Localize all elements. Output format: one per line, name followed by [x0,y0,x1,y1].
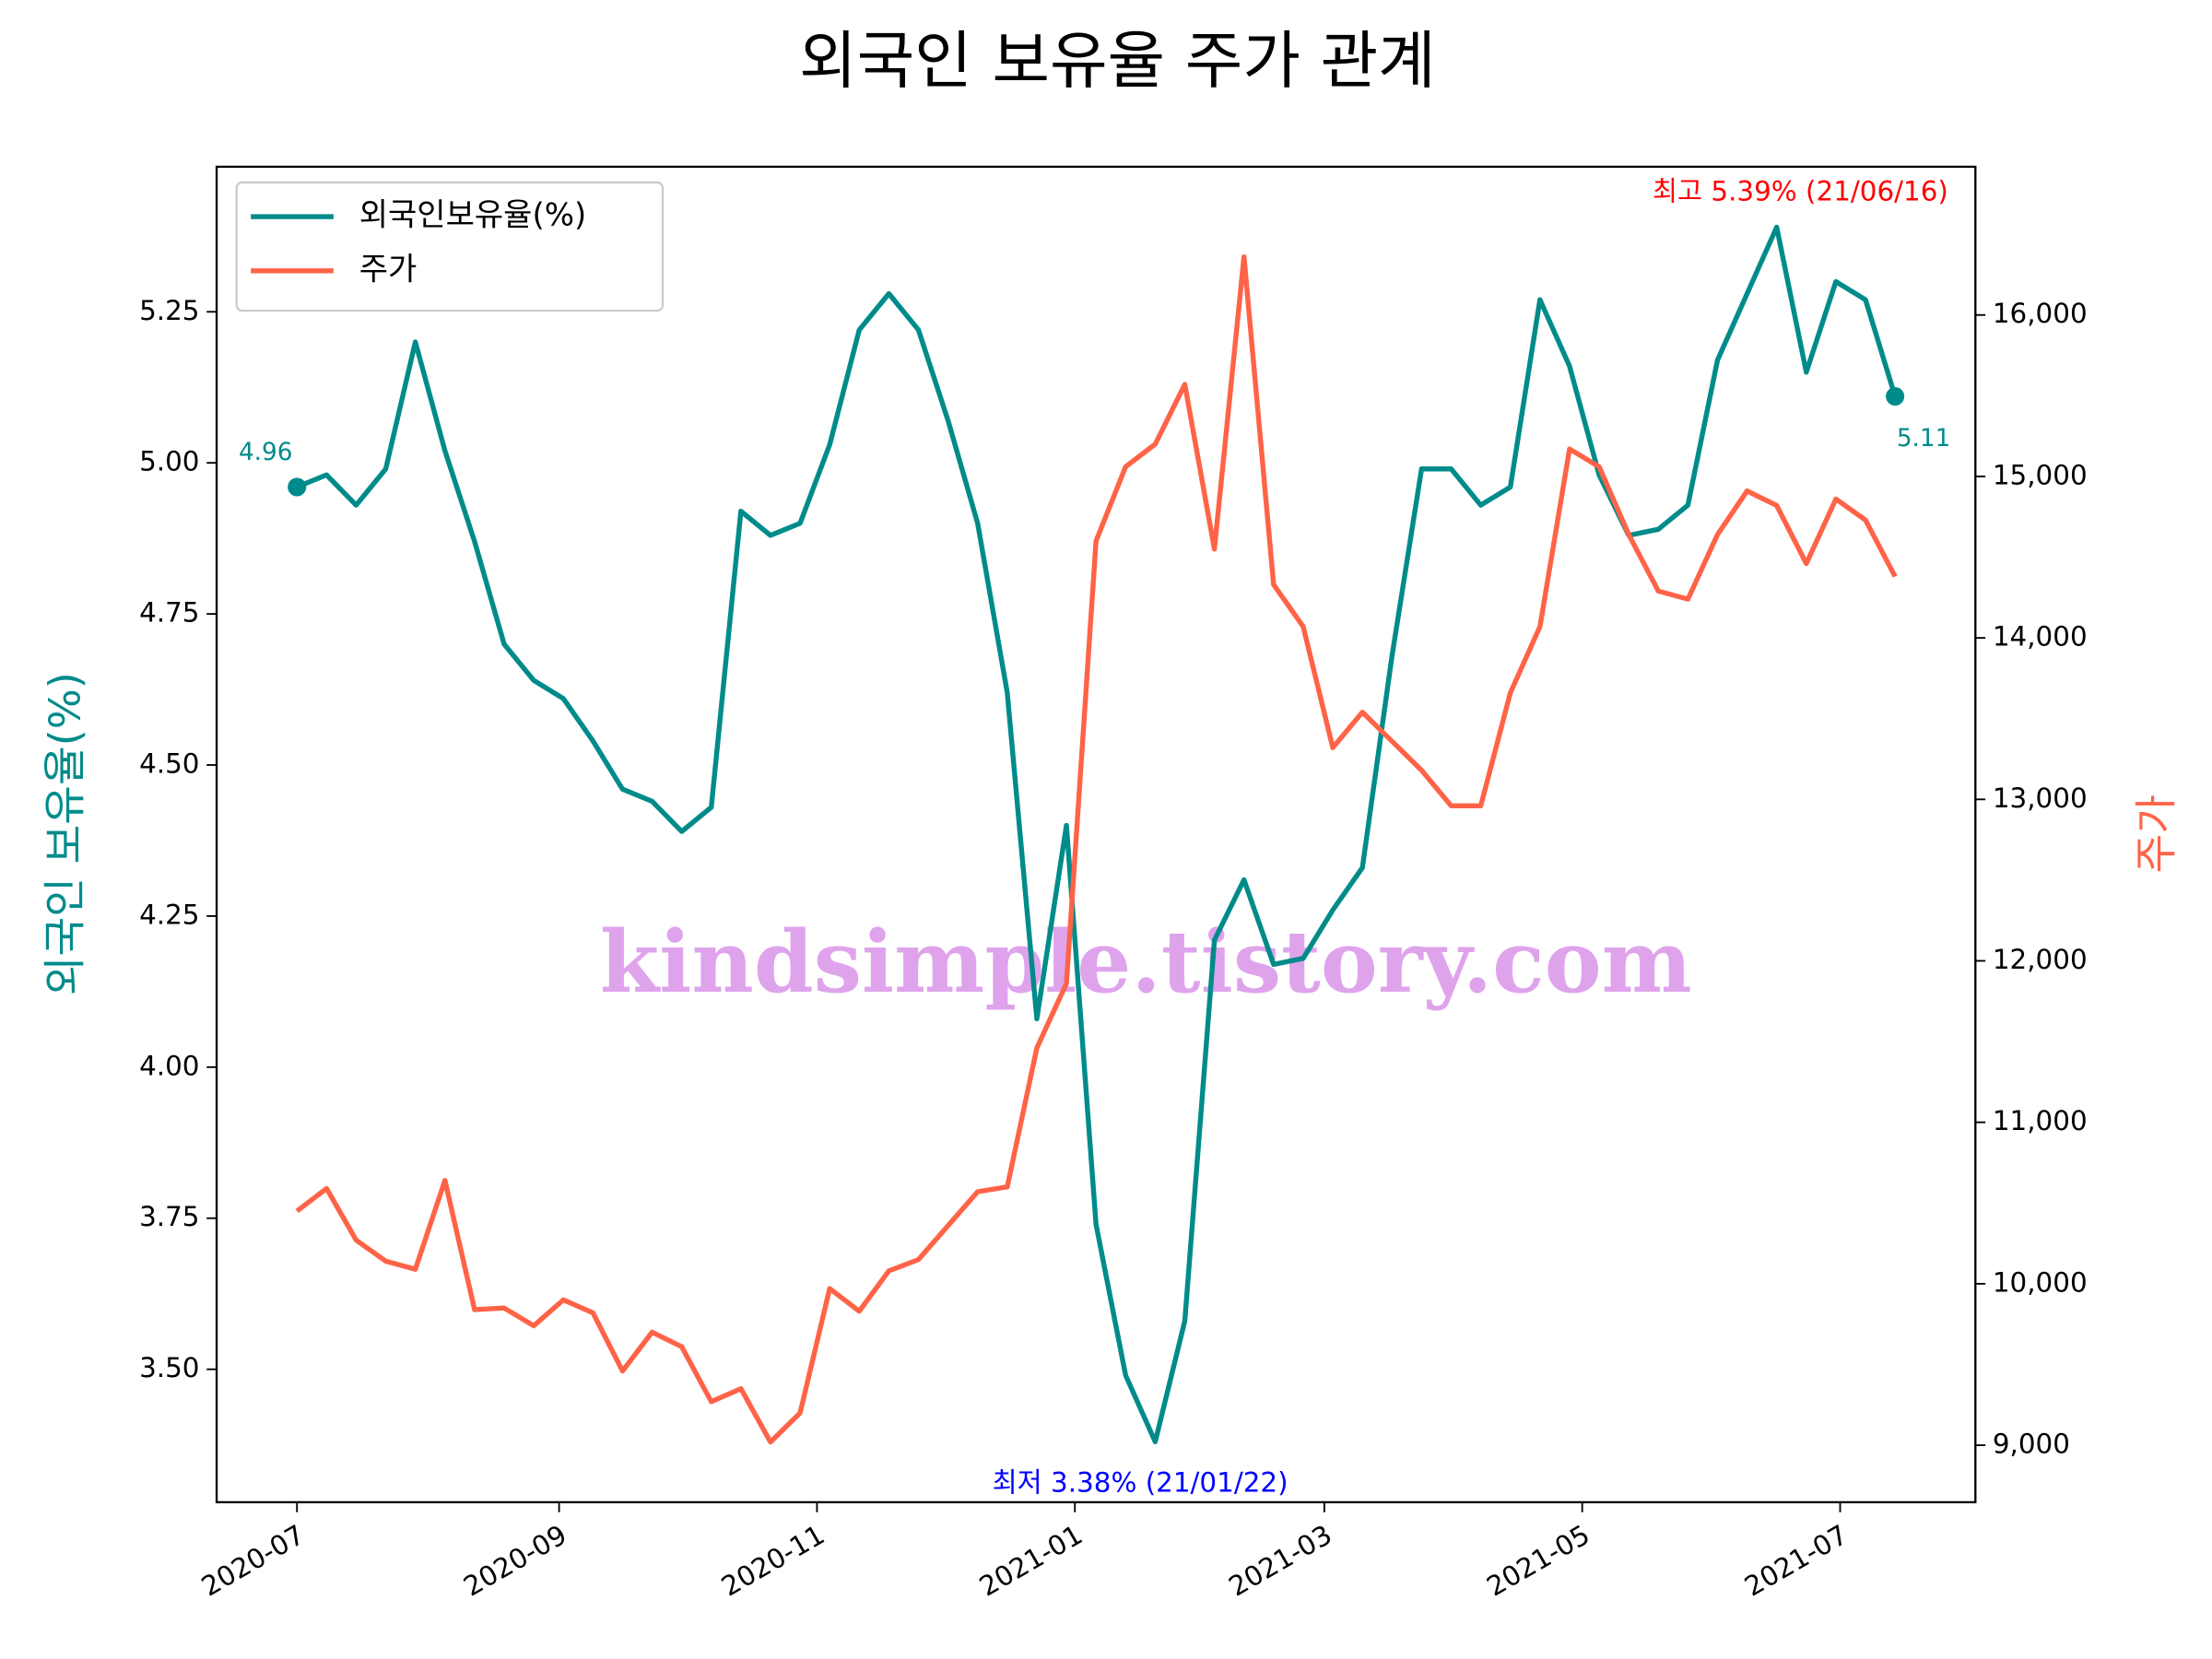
y-tick-label: 4.25 [139,899,199,930]
legend-label: 외국인보유율(%) [359,197,587,234]
legend-box [235,181,665,312]
y2-tick-label: 9,000 [1993,1429,2070,1460]
y-tick-label: 4.75 [139,597,199,629]
y-tick-label: 3.50 [139,1352,199,1383]
plot-frame [215,165,1977,1504]
endpoint-marker [1886,387,1905,406]
y2-tick-label: 15,000 [1993,459,2088,490]
y2-tick-label: 12,000 [1993,944,2088,975]
legend: 외국인보유율(%) 주가 [235,181,665,312]
y-tick-label: 4.00 [139,1050,199,1081]
y-axis-label: 외국인 보유율(%) [41,672,90,995]
chart-title: 외국인 보유율 주가 관계 [799,26,1436,99]
y2-tick-label: 16,000 [1993,298,2088,329]
y2-axis-label: 주가 [2131,794,2181,873]
endpoint-label: 5.11 [1897,425,1950,453]
y2-tick-label: 14,000 [1993,621,2088,653]
min-annotation: 최저 3.38% (21/01/22) [993,1466,1288,1498]
max-annotation: 최고 5.39% (21/06/16) [1653,175,1948,206]
endpoint-marker [288,477,307,497]
y-tick-label: 4.50 [139,748,199,780]
y-tick-label: 3.75 [139,1201,199,1232]
legend-label: 주가 [359,251,418,288]
series-line [295,253,1898,1445]
watermark: kindsimple.tistory.com [600,912,1692,1012]
y2-tick-label: 11,000 [1993,1105,2088,1136]
y2-tick-label: 13,000 [1993,782,2088,814]
y-tick-label: 5.00 [139,446,199,477]
y2-tick-label: 10,000 [1993,1266,2088,1298]
y-tick-label: 5.25 [139,295,199,326]
endpoint-label: 4.96 [239,439,292,466]
